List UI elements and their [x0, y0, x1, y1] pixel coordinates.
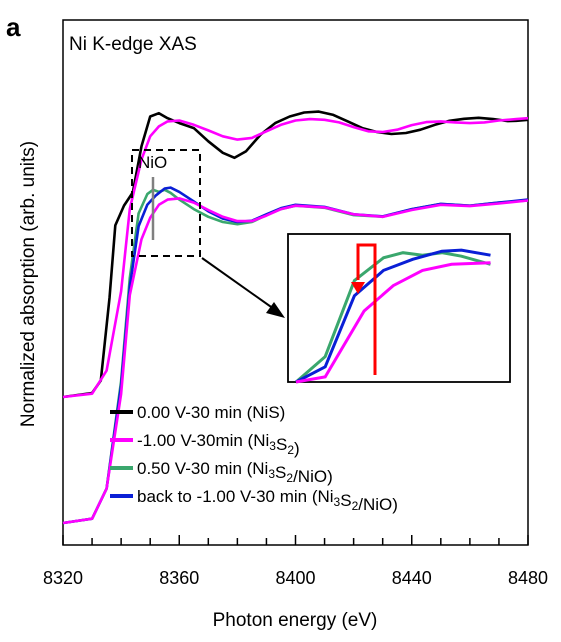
y-axis-title: Normalized absorption (arb. units) — [18, 141, 39, 427]
x-tick-label: 8480 — [508, 568, 548, 588]
spectra-curves — [62, 110, 529, 525]
legend-label: 0.50 V-30 min (Ni3S2/NiO) — [137, 459, 333, 486]
x-axis-title: Photon energy (eV) — [213, 610, 378, 631]
chart-title: Ni K-edge XAS — [69, 34, 197, 55]
x-tick-label: 8360 — [159, 568, 199, 588]
inset-series-line-4 — [295, 261, 491, 384]
inset-red-arrow-head — [351, 282, 365, 294]
series-line-4 — [62, 197, 529, 525]
nio-annotation: NiO — [138, 153, 167, 172]
x-axis-ticks: 8320 8360 8400 8440 8480 — [43, 535, 548, 588]
x-tick-label: 8400 — [275, 568, 315, 588]
inset-series-line-3 — [295, 248, 491, 384]
panel-letter: a — [6, 12, 21, 42]
legend: 0.00 V-30 min (NiS) -1.00 V-30min (Ni3S2)… — [110, 403, 398, 514]
zoom-box — [131, 149, 201, 257]
inset-zoom — [287, 233, 511, 384]
x-tick-label: 8320 — [43, 568, 83, 588]
zoom-arrow-head — [266, 302, 285, 318]
legend-label: -1.00 V-30min (Ni3S2) — [137, 431, 300, 458]
x-tick-label: 8440 — [392, 568, 432, 588]
inset-series-line-2 — [295, 251, 491, 384]
series-line-1 — [62, 116, 529, 399]
inset-curves — [295, 248, 491, 384]
inset-red-marker — [356, 243, 377, 375]
legend-label: back to -1.00 V-30 min (Ni3S2/NiO) — [137, 487, 398, 514]
zoom-arrow-line — [201, 257, 275, 310]
legend-label: 0.00 V-30 min (NiS) — [137, 403, 285, 422]
